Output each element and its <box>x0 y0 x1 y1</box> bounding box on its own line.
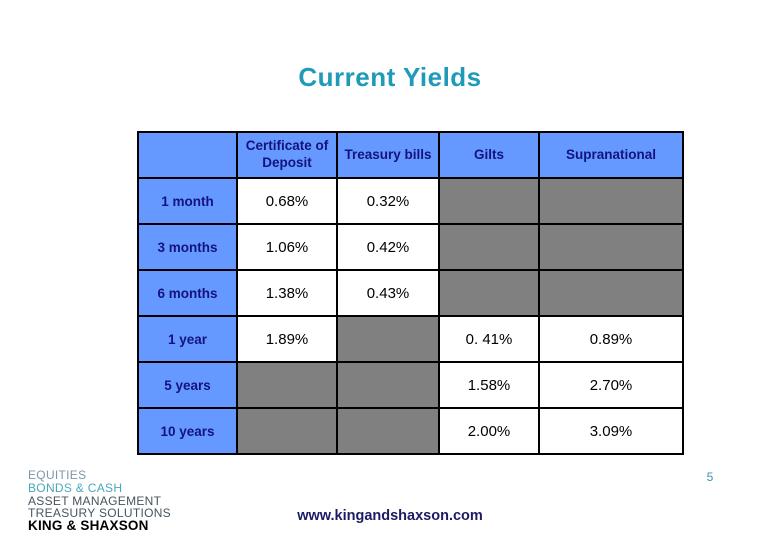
value-cell: 0.89% <box>538 315 684 363</box>
column-header: Supranational <box>538 131 684 179</box>
table-body: 1 month 0.68% 0.32% 3 months 1.06% 0.42% 6 mon… <box>137 177 684 455</box>
empty-cell <box>538 269 684 317</box>
column-header: Certificate of Deposit <box>236 131 338 179</box>
value-cell: 3.09% <box>538 407 684 455</box>
king-shaxson-logo: EQUITIES BONDS & CASH ASSET MANAGEMENT TREA… <box>28 469 171 533</box>
empty-cell <box>336 407 440 455</box>
logo-line: BONDS & CASH <box>28 480 123 495</box>
empty-cell <box>336 361 440 409</box>
value-cell: 0.68% <box>236 177 338 225</box>
footer-url: www.kingandshaxson.com <box>297 508 483 524</box>
value-cell: 2.70% <box>538 361 684 409</box>
value-cell: 0.42% <box>336 223 440 271</box>
yields-table: Certificate of Deposit Treasury bills Gilt… <box>137 131 684 455</box>
value-cell: 1.38% <box>236 269 338 317</box>
logo-line: ASSET MANAGEMENT <box>28 493 162 508</box>
page-title: Current Yields <box>298 62 482 92</box>
empty-cell <box>438 269 540 317</box>
empty-cell <box>236 407 338 455</box>
column-header: Gilts <box>438 131 540 179</box>
table-row: 5 years 1.58% 2.70% <box>137 361 684 409</box>
column-header: Treasury bills <box>336 131 440 179</box>
row-label: 5 years <box>137 361 238 409</box>
table-row: 6 months 1.38% 0.43% <box>137 269 684 317</box>
value-cell: 1.58% <box>438 361 540 409</box>
empty-cell <box>538 177 684 225</box>
row-label: 6 months <box>137 269 238 317</box>
page-number: 5 <box>706 470 714 484</box>
table-row: 1 year 1.89% 0. 41% 0.89% <box>137 315 684 363</box>
logo-line: KING & SHAXSON <box>28 518 149 534</box>
row-label: 1 year <box>137 315 238 363</box>
empty-cell <box>336 315 440 363</box>
table-row: 1 month 0.68% 0.32% <box>137 177 684 225</box>
table-row: 10 years 2.00% 3.09% <box>137 407 684 455</box>
header-row: Certificate of Deposit Treasury bills Gilt… <box>137 131 684 179</box>
row-label: 10 years <box>137 407 238 455</box>
empty-cell <box>236 361 338 409</box>
value-cell: 0.43% <box>336 269 440 317</box>
row-label: 3 months <box>137 223 238 271</box>
column-header <box>137 131 238 179</box>
empty-cell <box>438 177 540 225</box>
logo-line: TREASURY SOLUTIONS <box>28 506 171 521</box>
value-cell: 2.00% <box>438 407 540 455</box>
table-header: Certificate of Deposit Treasury bills Gilt… <box>137 131 684 179</box>
row-label: 1 month <box>137 177 238 225</box>
value-cell: 0.32% <box>336 177 440 225</box>
empty-cell <box>538 223 684 271</box>
value-cell: 0. 41% <box>438 315 540 363</box>
value-cell: 1.89% <box>236 315 338 363</box>
empty-cell <box>438 223 540 271</box>
table-row: 3 months 1.06% 0.42% <box>137 223 684 271</box>
value-cell: 1.06% <box>236 223 338 271</box>
logo-line: EQUITIES <box>28 468 87 482</box>
